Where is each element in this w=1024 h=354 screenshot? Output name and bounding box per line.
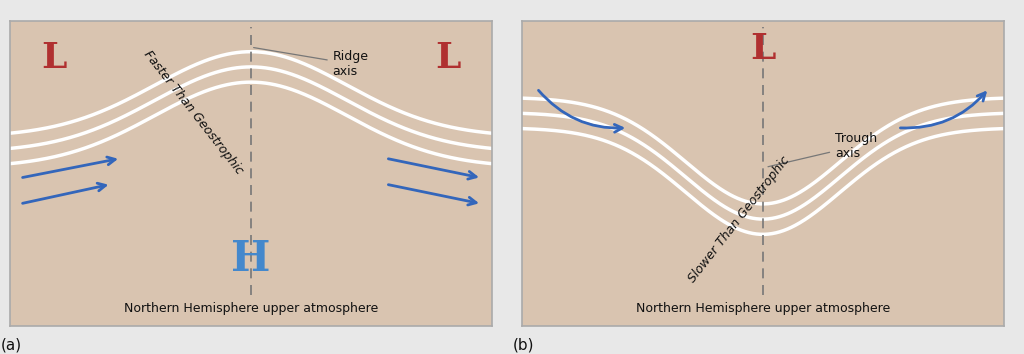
- Text: Faster Than Geostrophic: Faster Than Geostrophic: [140, 48, 246, 177]
- Text: L: L: [751, 32, 775, 65]
- Text: Trough
axis: Trough axis: [768, 132, 878, 167]
- Text: L: L: [435, 41, 461, 75]
- Text: (b): (b): [513, 338, 535, 353]
- Text: Northern Hemisphere upper atmosphere: Northern Hemisphere upper atmosphere: [636, 302, 890, 315]
- Text: L: L: [41, 41, 67, 75]
- Text: H: H: [231, 238, 270, 280]
- Text: Slower Than Geostrophic: Slower Than Geostrophic: [685, 154, 793, 285]
- Text: (a): (a): [1, 338, 22, 353]
- Text: Ridge
axis: Ridge axis: [254, 47, 369, 78]
- Text: Northern Hemisphere upper atmosphere: Northern Hemisphere upper atmosphere: [124, 302, 378, 315]
